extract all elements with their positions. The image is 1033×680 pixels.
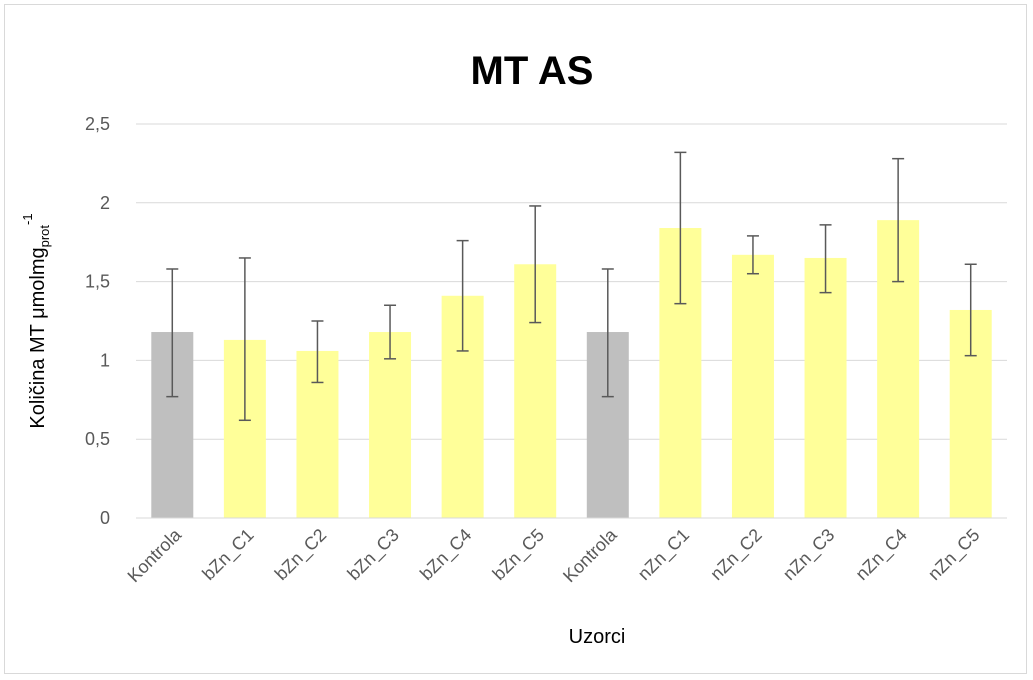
error-bar bbox=[819, 224, 832, 294]
y-axis-label-superscript: -1 bbox=[20, 213, 35, 225]
bar bbox=[804, 257, 847, 518]
error-bar bbox=[529, 205, 542, 324]
y-tick-label: 0 bbox=[100, 508, 110, 528]
y-tick-label: 1,5 bbox=[85, 272, 110, 292]
x-tick-label: Kontrola bbox=[124, 524, 186, 586]
y-tick-label: 0,5 bbox=[85, 429, 110, 449]
y-axis-label-subscript: prot bbox=[37, 225, 52, 248]
y-axis-ticks: 0 0,5 1 1,5 2 2,5 bbox=[85, 114, 110, 528]
x-tick-label: bZn_C5 bbox=[489, 525, 549, 585]
error-bar bbox=[238, 257, 251, 422]
x-tick-label: nZn_C3 bbox=[779, 525, 839, 585]
x-axis-ticks: Kontrola bZn_C1 bZn_C2 bZn_C3 bZn_C4 bZn_C5 Ko… bbox=[124, 524, 985, 586]
error-bar bbox=[456, 239, 469, 352]
error-bar bbox=[674, 151, 687, 305]
y-tick-label: 2 bbox=[100, 193, 110, 213]
error-bars bbox=[166, 151, 977, 422]
y-axis-label: Količina MT μmolmgprot-1 bbox=[20, 213, 52, 428]
chart-title: MT AS bbox=[471, 49, 594, 93]
x-tick-label: bZn_C2 bbox=[271, 525, 331, 585]
bar bbox=[369, 332, 412, 518]
gridlines bbox=[136, 123, 1007, 440]
y-tick-label: 2,5 bbox=[85, 114, 110, 134]
y-tick-label: 1 bbox=[100, 350, 110, 370]
error-bar bbox=[166, 268, 179, 398]
error-bar bbox=[601, 268, 614, 398]
y-axis-label-main: Količina MT μmolmg bbox=[27, 247, 49, 428]
x-tick-label: nZn_C1 bbox=[634, 525, 694, 585]
x-tick-label: bZn_C4 bbox=[416, 525, 476, 585]
x-tick-label: bZn_C1 bbox=[198, 525, 258, 585]
x-tick-label: bZn_C3 bbox=[343, 525, 403, 585]
x-tick-label: nZn_C2 bbox=[706, 525, 766, 585]
x-tick-label: nZn_C5 bbox=[924, 525, 984, 585]
error-bar bbox=[892, 157, 905, 283]
error-bar bbox=[746, 235, 759, 275]
bars bbox=[151, 220, 992, 519]
x-tick-label: Kontrola bbox=[559, 524, 621, 586]
error-bar bbox=[384, 304, 397, 360]
error-bar bbox=[311, 320, 324, 384]
x-tick-label: nZn_C4 bbox=[852, 525, 912, 585]
x-axis-label: Uzorci bbox=[569, 626, 626, 648]
error-bar bbox=[964, 263, 977, 357]
bar bbox=[731, 254, 774, 519]
